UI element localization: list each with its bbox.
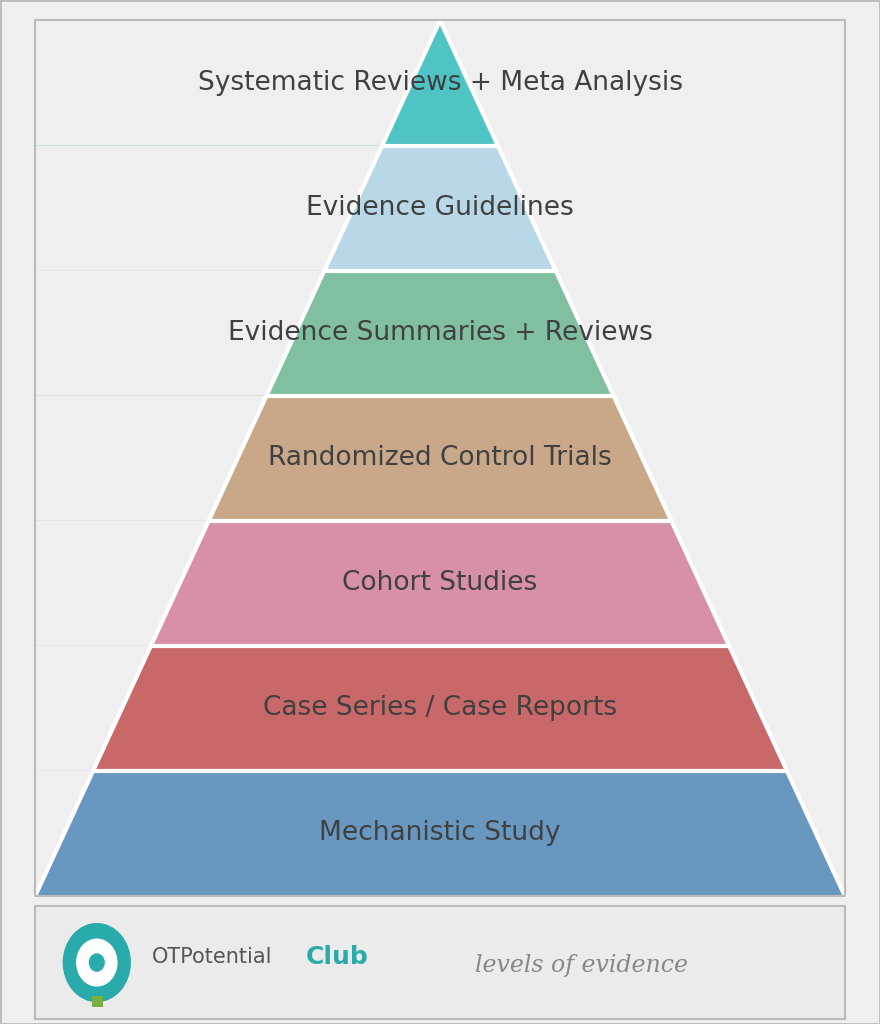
Polygon shape: [498, 145, 845, 270]
Polygon shape: [730, 646, 845, 771]
Circle shape: [63, 924, 130, 1001]
Bar: [35, 145, 845, 270]
Text: Evidence Summaries + Reviews: Evidence Summaries + Reviews: [228, 321, 652, 346]
Polygon shape: [35, 20, 440, 145]
Polygon shape: [35, 646, 150, 771]
Polygon shape: [35, 771, 93, 896]
Bar: [35, 20, 845, 896]
Polygon shape: [35, 521, 209, 646]
Text: levels of evidence: levels of evidence: [475, 954, 688, 977]
Text: Evidence Guidelines: Evidence Guidelines: [306, 196, 574, 221]
Text: Club: Club: [306, 945, 369, 970]
Polygon shape: [35, 395, 267, 521]
Polygon shape: [35, 145, 382, 270]
Circle shape: [90, 954, 104, 971]
Bar: [35, 646, 845, 771]
Bar: [35, 395, 845, 521]
Text: Randomized Control Trials: Randomized Control Trials: [268, 445, 612, 471]
Bar: [35, 521, 845, 646]
Bar: [35, 771, 845, 896]
Polygon shape: [555, 270, 845, 395]
Text: OTPotential: OTPotential: [152, 947, 273, 968]
Text: Systematic Reviews + Meta Analysis: Systematic Reviews + Meta Analysis: [197, 70, 683, 96]
Bar: [35, 270, 845, 395]
Polygon shape: [671, 521, 845, 646]
Bar: [35, 20, 845, 145]
Polygon shape: [787, 771, 845, 896]
Polygon shape: [440, 20, 845, 145]
Bar: [92, 995, 103, 1008]
Polygon shape: [35, 270, 325, 395]
Text: Cohort Studies: Cohort Studies: [342, 570, 538, 596]
Polygon shape: [613, 395, 845, 521]
Text: Case Series / Case Reports: Case Series / Case Reports: [263, 695, 617, 721]
Bar: [35, 906, 845, 1019]
Circle shape: [77, 939, 117, 986]
Text: Mechanistic Study: Mechanistic Study: [319, 820, 561, 847]
